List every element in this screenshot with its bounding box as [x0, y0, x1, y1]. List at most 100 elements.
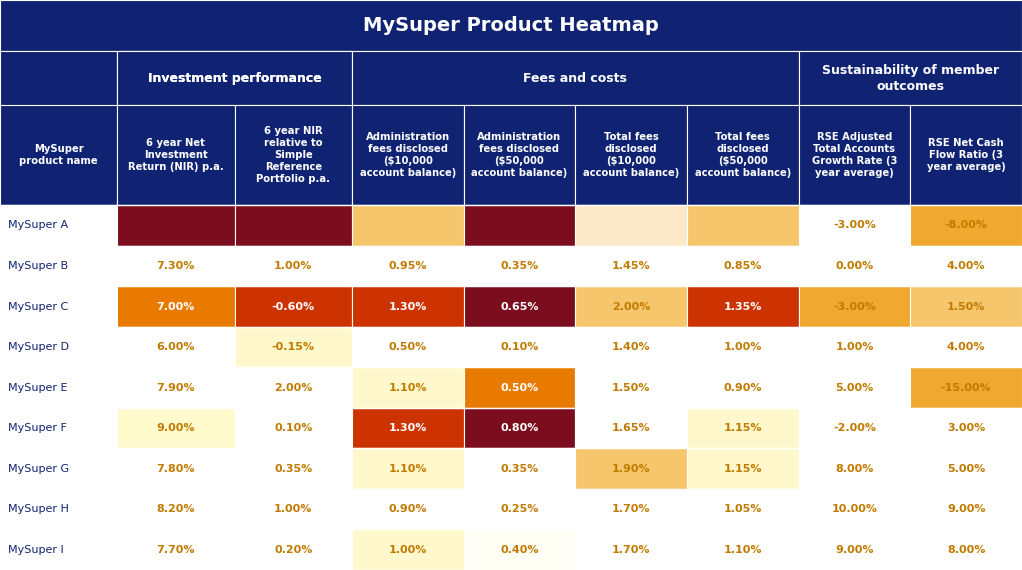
Text: -3.00%: -3.00% — [833, 221, 876, 230]
Text: 1.70%: 1.70% — [612, 504, 650, 514]
Text: -0.60%: -0.60% — [272, 302, 315, 312]
Text: Administration
fees disclosed
($50,000
account balance): Administration fees disclosed ($50,000 a… — [471, 132, 567, 178]
Bar — [575, 286, 687, 327]
Bar — [575, 367, 687, 408]
Text: 8.20%: 8.20% — [156, 504, 195, 514]
Text: 2.00%: 2.00% — [274, 382, 313, 393]
Text: 7.30%: 7.30% — [156, 261, 195, 271]
Bar — [911, 327, 1022, 367]
Bar — [235, 105, 352, 205]
Text: Investment performance: Investment performance — [148, 72, 322, 85]
Bar — [575, 408, 687, 449]
Text: MySuper C: MySuper C — [8, 302, 68, 312]
Text: 0.35%: 0.35% — [500, 261, 539, 271]
Bar — [575, 327, 687, 367]
Bar — [798, 105, 911, 205]
Bar — [464, 105, 575, 205]
Text: Total fees
disclosed
($50,000
account balance): Total fees disclosed ($50,000 account ba… — [695, 132, 791, 178]
Text: 1.70%: 1.70% — [612, 545, 650, 555]
Bar — [464, 246, 575, 286]
Text: 2.00%: 2.00% — [612, 302, 650, 312]
Text: 6 year NIR
relative to
Simple
Reference
Portfolio p.a.: 6 year NIR relative to Simple Reference … — [257, 127, 330, 184]
Bar — [0, 246, 118, 286]
Text: 4.00%: 4.00% — [947, 261, 985, 271]
Text: 0.65%: 0.65% — [500, 302, 539, 312]
Text: MySuper H: MySuper H — [8, 504, 69, 514]
Text: 7.90%: 7.90% — [156, 382, 195, 393]
Text: 0.20%: 0.20% — [274, 545, 313, 555]
Bar — [118, 105, 235, 205]
Bar — [464, 449, 575, 489]
Bar — [235, 246, 352, 286]
Text: 0.95%: 0.95% — [388, 261, 427, 271]
Text: 1.00%: 1.00% — [724, 342, 762, 352]
Text: Fees and costs: Fees and costs — [523, 72, 628, 85]
Bar — [911, 246, 1022, 286]
Text: 0.90%: 0.90% — [388, 504, 427, 514]
Bar — [352, 105, 464, 205]
Text: 1.35%: 1.35% — [724, 302, 762, 312]
Bar — [911, 367, 1022, 408]
Text: 1.10%: 1.10% — [388, 463, 427, 474]
Bar — [352, 449, 464, 489]
Text: 1.00%: 1.00% — [274, 504, 313, 514]
Bar — [0, 0, 1022, 51]
Text: Administration
fees disclosed
($10,000
account balance): Administration fees disclosed ($10,000 a… — [360, 132, 456, 178]
Bar — [352, 51, 798, 105]
Bar — [575, 489, 687, 530]
Bar — [798, 205, 911, 246]
Text: 9.00%: 9.00% — [947, 504, 985, 514]
Text: 3.00%: 3.00% — [947, 423, 985, 433]
Text: 0.10%: 0.10% — [274, 423, 313, 433]
Text: 0.25%: 0.25% — [500, 504, 539, 514]
Bar — [798, 327, 911, 367]
Text: Sustainability of member
outcomes: Sustainability of member outcomes — [822, 64, 998, 93]
Text: 0.50%: 0.50% — [388, 342, 427, 352]
Bar — [798, 489, 911, 530]
Text: RSE Net Cash
Flow Ratio (3
year average): RSE Net Cash Flow Ratio (3 year average) — [927, 139, 1006, 172]
Text: 1.00%: 1.00% — [388, 545, 427, 555]
Text: -3.00%: -3.00% — [833, 302, 876, 312]
Bar — [235, 205, 352, 246]
Text: MySuper Product Heatmap: MySuper Product Heatmap — [363, 16, 659, 35]
Bar — [0, 105, 118, 205]
Text: 5.00%: 5.00% — [947, 463, 985, 474]
Bar — [352, 205, 464, 246]
Text: 1.40%: 1.40% — [612, 342, 650, 352]
Text: 0.80%: 0.80% — [500, 423, 539, 433]
Text: 9.00%: 9.00% — [835, 545, 874, 555]
Bar — [352, 530, 464, 570]
Text: 1.50%: 1.50% — [612, 382, 650, 393]
Bar — [118, 51, 352, 105]
Bar — [0, 367, 118, 408]
Bar — [235, 408, 352, 449]
Bar — [235, 449, 352, 489]
Bar — [464, 489, 575, 530]
Bar — [575, 449, 687, 489]
Text: 1.90%: 1.90% — [612, 463, 650, 474]
Bar — [118, 327, 235, 367]
Text: 1.05%: 1.05% — [724, 504, 762, 514]
Bar — [687, 408, 798, 449]
Bar — [911, 489, 1022, 530]
Bar — [911, 408, 1022, 449]
Text: 4.00%: 4.00% — [947, 342, 985, 352]
Bar — [235, 367, 352, 408]
Text: MySuper F: MySuper F — [8, 423, 67, 433]
Text: 0.40%: 0.40% — [500, 545, 539, 555]
Bar — [798, 530, 911, 570]
Text: 8.00%: 8.00% — [835, 463, 874, 474]
Text: 1.10%: 1.10% — [724, 545, 762, 555]
Bar — [687, 286, 798, 327]
Bar — [0, 449, 118, 489]
Bar — [118, 367, 235, 408]
Text: 7.00%: 7.00% — [156, 302, 195, 312]
Bar — [687, 367, 798, 408]
Text: 0.90%: 0.90% — [724, 382, 762, 393]
Bar — [798, 449, 911, 489]
Text: 1.30%: 1.30% — [388, 302, 427, 312]
Bar — [0, 327, 118, 367]
Text: 1.65%: 1.65% — [612, 423, 650, 433]
Text: -8.00%: -8.00% — [944, 221, 987, 230]
Text: -2.00%: -2.00% — [833, 423, 876, 433]
